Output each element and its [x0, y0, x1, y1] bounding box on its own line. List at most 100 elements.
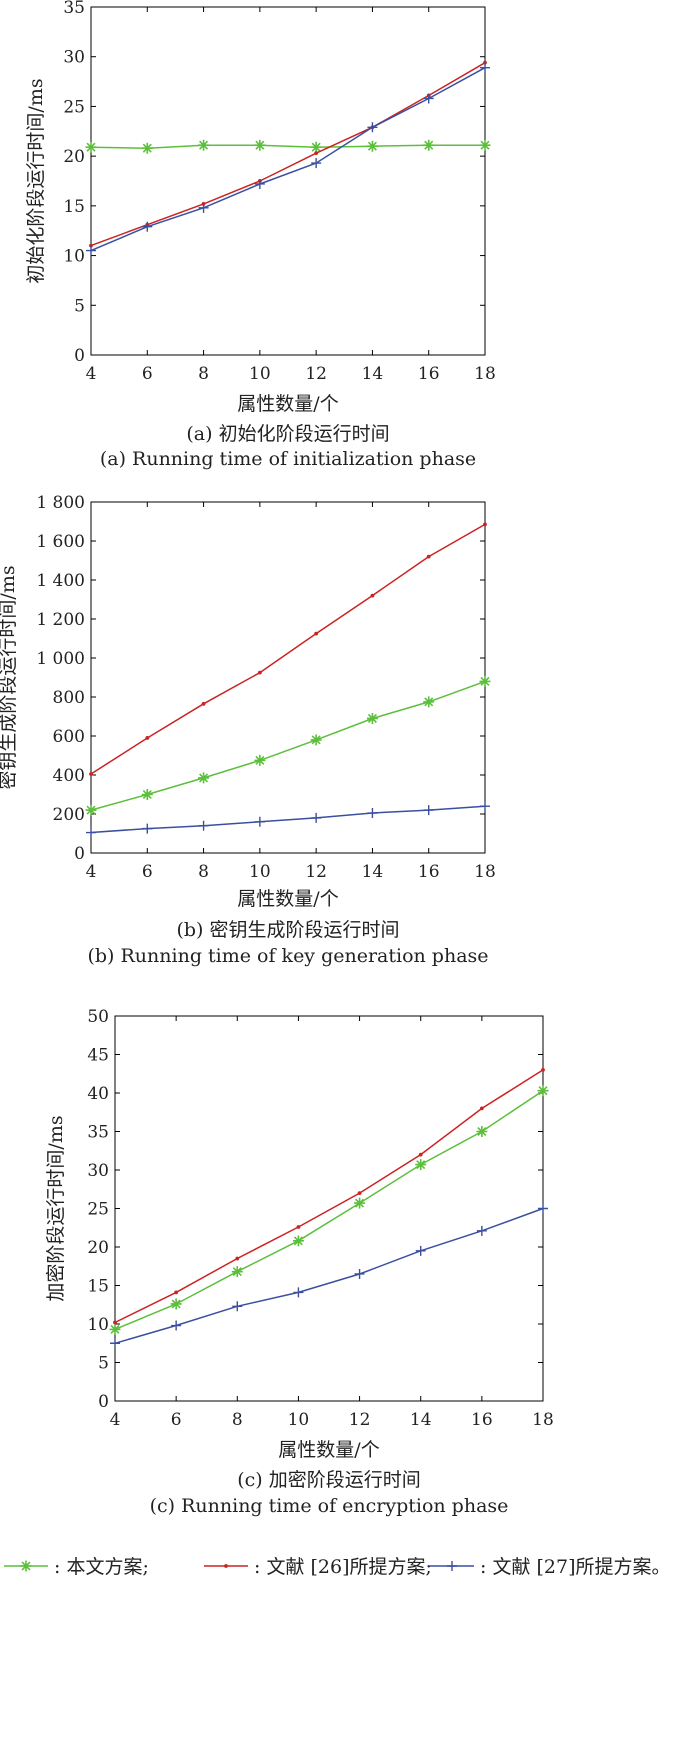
star-marker — [423, 139, 435, 151]
series-plus — [86, 62, 490, 256]
y-tick-label: 40 — [87, 1084, 109, 1104]
series-line — [114, 1090, 544, 1331]
y-tick-label: 15 — [87, 1277, 109, 1297]
star-marker — [141, 142, 153, 154]
dot-marker — [201, 701, 206, 706]
y-tick-label: 50 — [87, 1007, 109, 1027]
x-tick-label: 18 — [474, 862, 496, 882]
x-tick-label: 16 — [418, 862, 440, 882]
star-marker — [476, 1126, 488, 1137]
plus-marker — [480, 62, 490, 73]
dot-marker — [296, 1225, 301, 1229]
star-marker — [310, 734, 322, 746]
series-star — [109, 1085, 549, 1335]
y-tick-label: 20 — [87, 1238, 109, 1258]
y-tick-label: 1 200 — [36, 610, 85, 630]
plus-marker — [293, 1287, 304, 1298]
x-tick-label: 10 — [288, 1410, 310, 1430]
legend-star-marker — [20, 1560, 32, 1572]
y-tick-label: 25 — [63, 97, 85, 117]
legend-label: : 文献 [26]所提方案; — [254, 1556, 432, 1578]
x-tick-label: 14 — [410, 1410, 432, 1430]
dot-marker — [235, 1256, 240, 1261]
series-dot — [89, 522, 487, 776]
star-marker — [537, 1085, 549, 1097]
star-marker — [423, 696, 435, 708]
plus-marker — [354, 1268, 365, 1279]
dot-marker — [357, 1191, 362, 1195]
legend-label: : 文献 [27]所提方案。 — [480, 1556, 670, 1578]
y-axis-label: 密钥生成阶段运行时间/ms — [0, 565, 19, 789]
plus-marker — [423, 93, 434, 104]
x-tick-label: 14 — [362, 364, 384, 384]
star-marker — [479, 675, 491, 687]
x-axis-label: 属性数量/个 — [278, 1439, 379, 1461]
chart-b: 0 200 400 600 800 1 000 1 200 1 400 1 600 1 800 4 6… — [0, 493, 496, 967]
chart-a: 0 5 10 15 20 25 30 35 4 6 8 10 12 14 16 18 属性数量/个 初始化阶段运行… — [25, 0, 496, 470]
plus-marker — [254, 816, 265, 827]
caption-en: (a) Running time of initialization phase — [100, 448, 476, 470]
x-tick-label: 18 — [474, 364, 496, 384]
x-tick-label: 6 — [142, 364, 153, 384]
dot-marker — [145, 736, 150, 740]
star-marker — [109, 1323, 121, 1335]
plus-marker — [254, 178, 265, 189]
plus-marker — [423, 805, 434, 816]
plus-marker — [232, 1301, 243, 1312]
x-axis-label: 属性数量/个 — [237, 888, 338, 910]
caption-cn: (c) 加密阶段运行时间 — [237, 1469, 421, 1491]
y-tick-label: 10 — [63, 247, 85, 267]
x-tick-label: 16 — [471, 1410, 493, 1430]
legend-item: : 本文方案; — [4, 1556, 149, 1578]
plus-marker — [142, 823, 153, 834]
plus-marker — [311, 812, 322, 823]
y-tick-label: 1 400 — [36, 571, 85, 591]
caption-cn: (b) 密钥生成阶段运行时间 — [176, 919, 399, 941]
legend-dot-marker — [224, 1564, 228, 1568]
plus-marker — [171, 1320, 182, 1331]
series-plus — [86, 801, 490, 838]
star-marker — [198, 139, 210, 151]
plus-marker — [198, 202, 209, 213]
plus-marker — [86, 245, 96, 256]
dot-marker — [314, 631, 319, 636]
dot-marker — [370, 593, 375, 598]
x-tick-label: 10 — [249, 862, 271, 882]
legend-item: : 文献 [27]所提方案。 — [430, 1556, 670, 1578]
dot-marker — [257, 670, 262, 675]
plot-frame — [90, 501, 486, 854]
plus-marker — [476, 1225, 487, 1236]
y-tick-label: 0 — [74, 346, 85, 366]
star-marker — [198, 772, 210, 784]
y-tick-label: 1 600 — [36, 532, 85, 552]
star-marker — [254, 139, 266, 151]
x-tick-label: 10 — [249, 364, 271, 384]
chart-c: 0 5 10 15 20 25 30 35 40 45 50 4 6 8 10 12 14 16 18 属性数量/个 加… — [45, 1007, 554, 1517]
caption-cn: (a) 初始化阶段运行时间 — [186, 423, 389, 445]
series-line — [90, 62, 486, 247]
y-tick-label: 35 — [87, 1123, 109, 1143]
x-tick-label: 8 — [232, 1410, 243, 1430]
y-tick-label: 5 — [98, 1354, 109, 1374]
plot-frame — [90, 6, 486, 356]
star-marker — [141, 789, 153, 800]
star-marker — [170, 1298, 182, 1310]
plus-marker — [367, 808, 378, 819]
y-tick-label: 600 — [53, 727, 85, 747]
series-dot — [113, 1068, 545, 1325]
series-line — [114, 1069, 544, 1324]
series-line — [90, 680, 486, 811]
x-tick-label: 18 — [532, 1410, 554, 1430]
star-marker — [354, 1197, 366, 1209]
dot-marker — [174, 1290, 179, 1295]
star-marker — [415, 1159, 427, 1171]
plus-marker — [367, 122, 378, 133]
dot-marker — [541, 1068, 545, 1072]
series-line — [90, 67, 486, 252]
y-tick-label: 10 — [87, 1315, 109, 1335]
series-line — [114, 1207, 544, 1345]
y-tick-label: 20 — [63, 147, 85, 167]
dot-marker — [479, 1106, 484, 1111]
y-tick-label: 15 — [63, 197, 85, 217]
